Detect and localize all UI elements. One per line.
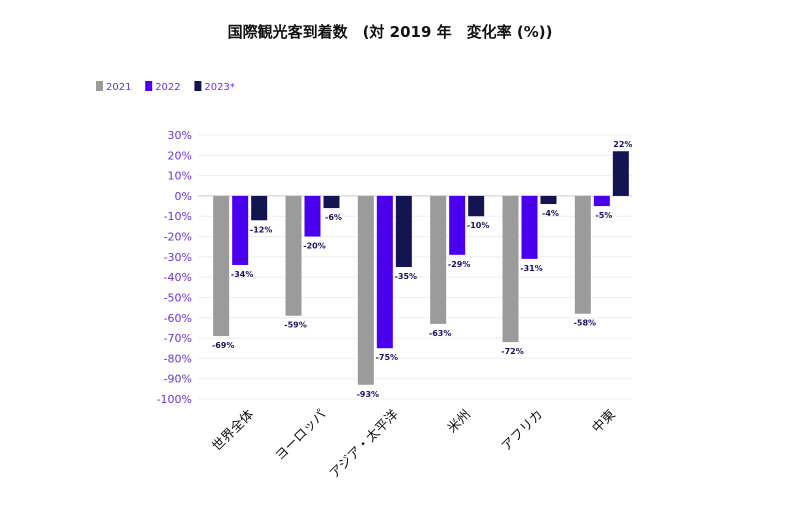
bar-2022-3	[449, 195, 466, 255]
legend-swatch	[96, 81, 103, 91]
data-label: -34%	[231, 270, 253, 279]
y-tick-label: 0%	[175, 190, 192, 203]
y-tick-label: -20%	[164, 231, 192, 244]
legend-label: 2022	[155, 82, 180, 93]
data-label: -93%	[357, 390, 379, 399]
y-tick-label: -80%	[164, 352, 192, 365]
bar-2022-1	[304, 195, 321, 237]
bar-2021-3	[430, 195, 447, 324]
y-tick-label: -90%	[164, 373, 192, 386]
data-label: -12%	[250, 225, 272, 234]
x-tick-label: ヨーロッパ	[273, 407, 330, 464]
bar-2023-4	[540, 195, 557, 205]
bar-2021-5	[574, 195, 591, 314]
data-label: -69%	[212, 341, 234, 350]
y-tick-label: -10%	[164, 210, 192, 223]
data-label: 22%	[613, 140, 632, 149]
data-label: -63%	[429, 329, 451, 338]
data-label: -10%	[467, 221, 489, 230]
data-label: -72%	[501, 347, 523, 356]
data-label: -58%	[574, 319, 596, 328]
y-tick-label: -70%	[164, 332, 192, 345]
bar-2023-0	[251, 195, 268, 221]
chart-title: 国際観光客到着数 (対 2019 年 変化率 (%))	[228, 23, 553, 41]
bar-2023-5	[612, 151, 629, 196]
y-tick-label: -40%	[164, 271, 192, 284]
y-tick-label: -50%	[164, 291, 192, 304]
y-tick-label: 20%	[168, 149, 192, 162]
bar-2023-2	[395, 195, 412, 267]
data-label: -35%	[395, 272, 417, 281]
y-tick-label: 10%	[168, 170, 192, 183]
legend-label: 2023*	[204, 82, 234, 93]
data-label: -31%	[520, 264, 542, 273]
data-label: -4%	[542, 209, 559, 218]
bar-2021-4	[502, 195, 519, 343]
legend-swatch	[194, 81, 202, 91]
bar-2022-5	[593, 195, 610, 207]
gridlines	[198, 134, 632, 400]
bar-2022-2	[376, 195, 393, 349]
bar-2022-0	[232, 195, 249, 265]
x-tick-label: 米州	[445, 407, 474, 436]
data-label: -20%	[303, 242, 325, 251]
x-tick-label: アジア・太平洋	[327, 407, 402, 482]
bar-2021-2	[357, 195, 374, 385]
bar-2022-4	[521, 195, 538, 259]
y-tick-label: -30%	[164, 251, 192, 264]
y-tick-label: 30%	[168, 129, 192, 142]
bar-2021-1	[285, 195, 302, 316]
data-label: -5%	[595, 211, 612, 220]
legend-label: 2021	[106, 82, 131, 93]
y-tick-label: -100%	[157, 393, 192, 406]
y-axis: 30% 20% 10% 0% -10% -20% -30% -40% -50% -60% -70% -…	[157, 129, 192, 406]
data-labels: -69% -59% -93% -63% -72% -58% -34% -20% -75% -29%…	[212, 140, 632, 399]
data-label: -29%	[448, 260, 470, 269]
bars	[213, 151, 629, 385]
data-label: -75%	[376, 353, 398, 362]
y-tick-label: -60%	[164, 312, 192, 325]
bar-2023-1	[323, 195, 340, 209]
data-label: -59%	[284, 321, 306, 330]
bar-2023-3	[468, 195, 485, 217]
legend: 2021 2022 2023*	[96, 81, 235, 93]
bar-2021-0	[213, 195, 230, 337]
data-label: -6%	[325, 213, 342, 222]
x-tick-label: 中東	[589, 407, 619, 437]
x-tick-label: アフリカ	[499, 407, 546, 454]
x-tick-label: 世界全体	[209, 407, 257, 455]
legend-swatch	[145, 81, 153, 91]
